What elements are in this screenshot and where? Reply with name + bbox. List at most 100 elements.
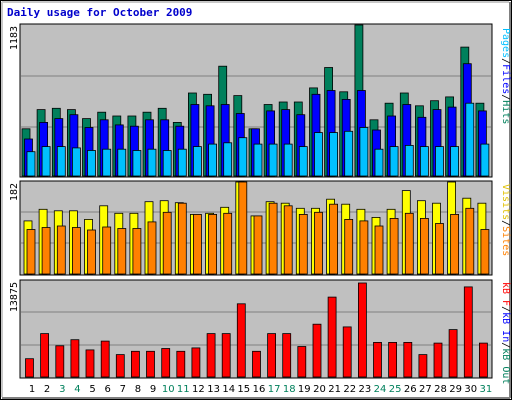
bar-pages	[56, 146, 66, 177]
x-tick-label: 20	[313, 384, 326, 395]
bar-kb-f	[221, 333, 231, 378]
bar-pages	[374, 148, 384, 177]
bar-sites	[389, 217, 399, 275]
bar-kb-f	[282, 333, 292, 378]
bar-kb-f	[206, 333, 216, 378]
bar-kb-f	[55, 345, 65, 378]
bar-kb-f	[478, 342, 488, 378]
bar-kb-f	[403, 341, 413, 378]
x-tick-label: 28	[434, 384, 447, 395]
x-tick-label: 27	[419, 384, 432, 395]
y-max-label-hits: 1183	[9, 26, 20, 50]
legend-label-hits: Hits	[500, 100, 511, 124]
x-tick-label: 31	[480, 384, 493, 395]
x-axis-labels: 1 2 3 4 5 6 7 8 9 10 11 12 13 14 15 16 17 18 19 20 21 22 23 24 2…	[29, 384, 492, 395]
bar-sites	[359, 220, 369, 275]
x-tick-label: 9	[150, 384, 156, 395]
x-tick-label: 6	[105, 384, 111, 395]
legend-label-kb-in: kB In	[500, 312, 511, 342]
x-tick-label: 29	[449, 384, 462, 395]
bar-pages	[480, 143, 490, 177]
bar-sites	[329, 203, 339, 275]
x-tick-label: 16	[253, 384, 266, 395]
bar-sites	[419, 217, 429, 275]
bar-kb-f	[312, 323, 322, 378]
bar-sites	[56, 225, 66, 275]
bar-pages	[435, 146, 444, 177]
bar-pages	[268, 143, 278, 177]
x-tick-label: 15	[237, 384, 250, 395]
y-max-label-kb: 13875	[9, 282, 20, 312]
bar-kb-f	[130, 350, 140, 378]
legend-separator: /	[500, 306, 511, 312]
bar-pages	[41, 146, 51, 177]
x-tick-label: 2	[44, 384, 50, 395]
bar-pages	[208, 143, 218, 177]
bar-sites	[223, 212, 233, 275]
bar-sites	[238, 181, 248, 275]
bar-sites	[253, 215, 263, 275]
bar-kb-f	[161, 348, 171, 378]
bar-kb-f	[373, 341, 382, 378]
x-tick-label: 17	[268, 384, 281, 395]
x-tick-label: 21	[328, 384, 341, 395]
bar-pages	[314, 132, 323, 177]
bar-kb-f	[191, 347, 201, 378]
bar-sites	[147, 221, 157, 275]
bar-kb-f	[267, 333, 277, 378]
bar-sites	[480, 229, 490, 275]
bars-visits-sites	[23, 181, 490, 275]
x-tick-label: 1	[29, 384, 35, 395]
x-tick-label: 8	[135, 384, 141, 395]
bar-pages	[72, 147, 81, 177]
bar-pages	[26, 151, 36, 177]
legend-separator: /	[500, 342, 511, 348]
x-tick-label: 3	[59, 384, 65, 395]
x-tick-label: 14	[222, 384, 235, 395]
x-tick-label: 7	[120, 384, 126, 395]
bars-kb	[25, 282, 488, 378]
bar-sites	[132, 228, 142, 275]
x-tick-label: 19	[298, 384, 311, 395]
bar-sites	[268, 202, 278, 275]
bar-pages	[192, 146, 202, 177]
legend-label-kb-f: kB F	[500, 282, 511, 306]
bar-sites	[162, 211, 172, 275]
chart-title: Daily usage for October 2009	[7, 6, 192, 19]
x-tick-label: 22	[343, 384, 356, 395]
bar-kb-f	[100, 340, 110, 378]
x-tick-label: 13	[207, 384, 220, 395]
panel-hits-files-pages: 1183 Pages/Files/Hits	[9, 23, 511, 178]
x-tick-label: 30	[464, 384, 477, 395]
legend-label-visits: Visits	[500, 184, 511, 220]
bar-sites	[208, 213, 218, 275]
x-tick-label: 18	[283, 384, 296, 395]
x-tick-label: 4	[74, 384, 80, 395]
bar-kb-f	[357, 282, 367, 378]
bar-kb-f	[25, 358, 34, 378]
bar-sites	[26, 229, 36, 275]
bar-pages	[283, 143, 293, 177]
bar-kb-f	[388, 341, 398, 378]
legend-separator: /	[500, 220, 511, 226]
legend-label-sites: Sites	[500, 226, 511, 256]
bar-kb-f	[433, 342, 443, 378]
bar-kb-f	[342, 326, 352, 378]
bar-kb-f	[85, 349, 95, 378]
bar-sites	[87, 229, 96, 275]
bar-kb-f	[176, 350, 186, 378]
bar-pages	[162, 150, 172, 177]
bar-sites	[404, 212, 414, 275]
panel-visits-sites: 182 Visits/Sites	[9, 180, 511, 276]
bar-pages	[132, 150, 142, 177]
bar-kb-f	[448, 329, 458, 378]
bar-pages	[404, 144, 414, 177]
bar-sites	[72, 227, 81, 275]
bar-pages	[329, 132, 339, 177]
bar-pages	[465, 102, 475, 177]
legend-label-files: Files	[500, 64, 511, 94]
bar-sites	[374, 225, 384, 275]
bar-sites	[177, 202, 187, 275]
bar-pages	[117, 148, 127, 177]
x-tick-label: 25	[389, 384, 402, 395]
